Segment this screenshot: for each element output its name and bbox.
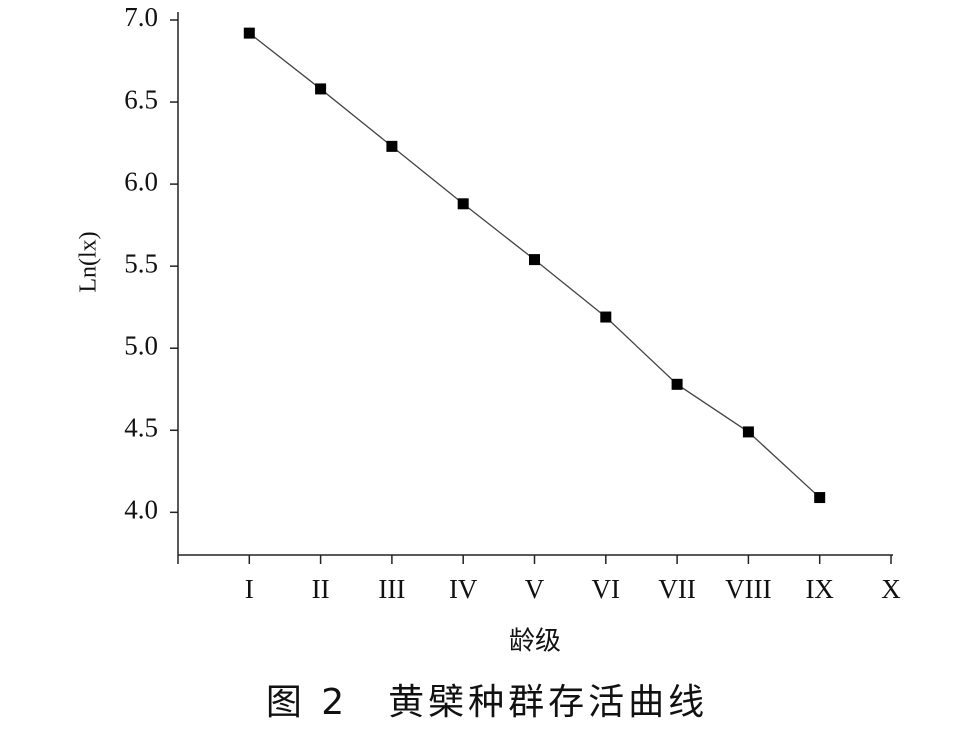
y-tick-label: 4.5 bbox=[124, 412, 158, 442]
marker bbox=[529, 254, 540, 266]
marker bbox=[315, 83, 327, 95]
x-tick-label: III bbox=[378, 574, 405, 604]
y-tick-label: 4.0 bbox=[124, 495, 158, 525]
y-tick-label: 5.5 bbox=[124, 248, 158, 278]
x-tick-label: IX bbox=[805, 574, 834, 604]
y-tick-label: 5.0 bbox=[124, 330, 158, 360]
marker bbox=[386, 140, 398, 152]
x-tick-label: IV bbox=[449, 574, 478, 604]
y-axis-label: Ln(lx) bbox=[76, 231, 102, 292]
marker bbox=[671, 378, 683, 390]
marker bbox=[600, 311, 612, 323]
marker bbox=[243, 27, 255, 39]
x-tick-label: X bbox=[881, 574, 901, 604]
x-tick-label: VII bbox=[658, 574, 695, 604]
x-tick-label: II bbox=[312, 574, 330, 604]
caption: 图 2 黄檗种群存活曲线 bbox=[266, 682, 708, 723]
y-tick-label: 7.0 bbox=[124, 2, 158, 32]
x-tick-label: VI bbox=[592, 574, 621, 604]
x-tick-label: VIII bbox=[725, 574, 771, 604]
marker bbox=[814, 492, 826, 504]
x-tick-label: V bbox=[525, 574, 545, 604]
marker bbox=[457, 198, 469, 210]
y-tick-label: 6.0 bbox=[124, 166, 158, 196]
x-axis-label: 龄级 bbox=[509, 627, 561, 657]
y-tick-label: 6.5 bbox=[124, 84, 158, 114]
marker bbox=[742, 426, 754, 438]
line bbox=[248, 32, 821, 499]
x-tick-label: I bbox=[245, 574, 254, 604]
